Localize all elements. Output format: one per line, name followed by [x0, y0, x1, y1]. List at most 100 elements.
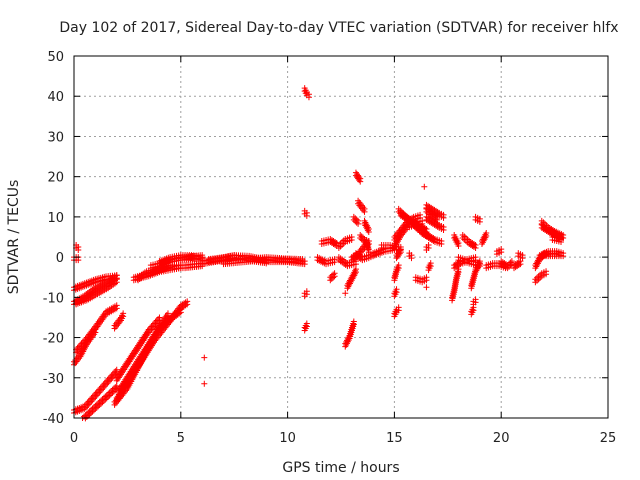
data-point: [393, 289, 400, 296]
x-tick-label: 25: [600, 431, 617, 446]
data-point: [455, 243, 462, 250]
data-series: [342, 290, 349, 297]
y-tick-label: 30: [47, 130, 64, 145]
data-series: [71, 326, 99, 368]
y-tick-label: -30: [43, 372, 64, 387]
data-series: [327, 270, 338, 284]
data-point: [470, 307, 477, 314]
data-point: [158, 325, 165, 332]
data-point: [184, 301, 191, 308]
data-series: [406, 250, 415, 262]
data-point: [93, 404, 100, 411]
data-series: [391, 286, 400, 300]
data-point: [421, 183, 428, 190]
y-tick-label: 0: [56, 251, 64, 266]
data-point: [395, 307, 402, 314]
data-point: [423, 284, 430, 291]
data-series: [147, 252, 206, 272]
data-point: [476, 261, 483, 268]
data-point: [519, 255, 526, 262]
data-point: [331, 273, 338, 280]
data-series: [352, 169, 364, 185]
data-point: [110, 388, 117, 395]
axis-ticks: [73, 55, 609, 419]
data-series: [342, 318, 357, 350]
data-point: [100, 397, 107, 404]
data-series: [532, 268, 550, 286]
data-point: [90, 407, 97, 414]
data-point: [434, 216, 441, 223]
data-series: [468, 258, 483, 292]
data-series: [423, 201, 447, 221]
data-point: [348, 237, 355, 243]
data-point: [408, 255, 415, 262]
data-series: [391, 262, 402, 284]
y-tick-label: 40: [47, 90, 64, 105]
y-tick-label: -40: [43, 412, 64, 427]
data-series: [423, 242, 432, 254]
data-point: [99, 399, 106, 406]
data-point: [152, 269, 159, 276]
data-point: [157, 326, 164, 333]
data-series: [335, 234, 355, 252]
data-series: [113, 314, 163, 384]
y-tick-label: -20: [43, 332, 64, 347]
x-tick-label: 15: [386, 431, 403, 446]
data-point: [113, 305, 120, 312]
data-point: [395, 265, 402, 272]
data-series: [549, 234, 565, 246]
data-point: [352, 269, 359, 276]
data-series: [511, 258, 524, 272]
data-point: [483, 232, 490, 239]
data-point: [75, 257, 82, 264]
data-point: [305, 94, 312, 101]
data-point: [427, 263, 434, 270]
data-series: [115, 306, 184, 396]
data-point: [330, 274, 337, 281]
data-series: [111, 310, 127, 332]
x-axis-label: GPS time / hours: [282, 460, 399, 476]
data-series: [314, 254, 338, 268]
data-point: [98, 400, 105, 407]
data-point: [108, 391, 115, 398]
y-axis-label: SDTVAR / TECUs: [6, 180, 22, 295]
x-tick-label: 10: [279, 431, 296, 446]
data-series: [536, 248, 567, 262]
data-point: [89, 408, 96, 415]
data-point: [342, 290, 349, 297]
data-point: [105, 393, 112, 400]
y-tick-label: 10: [47, 211, 64, 226]
data-point: [88, 409, 95, 416]
data-point: [160, 324, 166, 331]
data-point: [425, 245, 432, 252]
data-series: [301, 320, 310, 334]
data-series: [201, 380, 208, 387]
data-point: [357, 178, 364, 185]
data-series: [459, 231, 479, 252]
data-point: [106, 392, 113, 399]
data-point: [365, 228, 372, 235]
data-point: [355, 220, 362, 227]
data-point: [455, 269, 462, 276]
data-point: [161, 322, 168, 329]
data-point: [365, 241, 372, 248]
data-series: [318, 236, 340, 250]
data-point: [102, 396, 109, 403]
data-point: [92, 329, 99, 336]
data-series: [135, 266, 159, 284]
data-point: [155, 328, 162, 335]
data-point: [498, 249, 505, 256]
data-series: [449, 266, 462, 304]
data-point: [517, 261, 524, 268]
data-series: [493, 246, 505, 258]
data-point: [154, 329, 161, 336]
data-series: [425, 260, 434, 274]
y-tick-labels: -40 -30 -20 -10 0 10 20 30 40 50: [43, 50, 64, 427]
x-tick-labels: 0 5 10 15 20 25: [70, 431, 616, 446]
data-series: [73, 276, 120, 308]
y-tick-label: 50: [47, 50, 64, 65]
data-point: [92, 405, 99, 412]
data-series: [301, 288, 310, 300]
x-tick-label: 5: [177, 431, 185, 446]
